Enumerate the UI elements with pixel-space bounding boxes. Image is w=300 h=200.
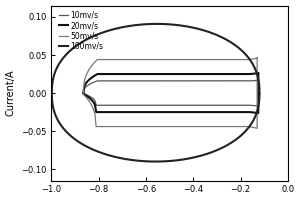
100mv/s xyxy=(103,153,106,155)
20mv/s xyxy=(256,72,260,74)
20mv/s xyxy=(92,75,96,77)
50mv/s xyxy=(82,92,85,94)
10mv/s xyxy=(82,92,85,94)
Line: 100mv/s: 100mv/s xyxy=(52,24,260,162)
20mv/s xyxy=(205,111,208,113)
50mv/s xyxy=(121,58,125,61)
50mv/s xyxy=(255,65,259,68)
20mv/s xyxy=(219,111,223,113)
50mv/s xyxy=(204,125,208,128)
10mv/s xyxy=(256,98,260,100)
Line: 50mv/s: 50mv/s xyxy=(83,58,257,128)
Line: 20mv/s: 20mv/s xyxy=(83,73,258,113)
100mv/s xyxy=(258,93,261,96)
100mv/s xyxy=(66,132,70,135)
100mv/s xyxy=(154,160,158,163)
10mv/s xyxy=(82,92,85,94)
100mv/s xyxy=(155,23,158,25)
50mv/s xyxy=(255,57,259,59)
20mv/s xyxy=(82,92,85,94)
10mv/s xyxy=(219,104,223,106)
10mv/s xyxy=(256,105,260,107)
20mv/s xyxy=(82,92,85,94)
10mv/s xyxy=(205,104,208,106)
100mv/s xyxy=(258,92,261,94)
50mv/s xyxy=(255,108,259,110)
50mv/s xyxy=(92,62,96,64)
20mv/s xyxy=(256,77,260,79)
100mv/s xyxy=(157,160,161,163)
10mv/s xyxy=(256,79,260,81)
50mv/s xyxy=(218,125,222,128)
50mv/s xyxy=(255,127,259,129)
50mv/s xyxy=(82,92,85,94)
Legend: 10mv/s, 20mv/s, 50mv/s, 100mv/s: 10mv/s, 20mv/s, 50mv/s, 100mv/s xyxy=(58,9,105,52)
20mv/s xyxy=(256,101,260,103)
100mv/s xyxy=(148,23,152,25)
10mv/s xyxy=(92,81,96,83)
20mv/s xyxy=(256,112,260,114)
100mv/s xyxy=(55,68,58,70)
20mv/s xyxy=(122,73,125,75)
10mv/s xyxy=(122,80,125,82)
Line: 10mv/s: 10mv/s xyxy=(83,80,258,106)
100mv/s xyxy=(200,29,204,31)
Y-axis label: Current/A: Current/A xyxy=(6,70,16,116)
10mv/s xyxy=(256,82,260,85)
